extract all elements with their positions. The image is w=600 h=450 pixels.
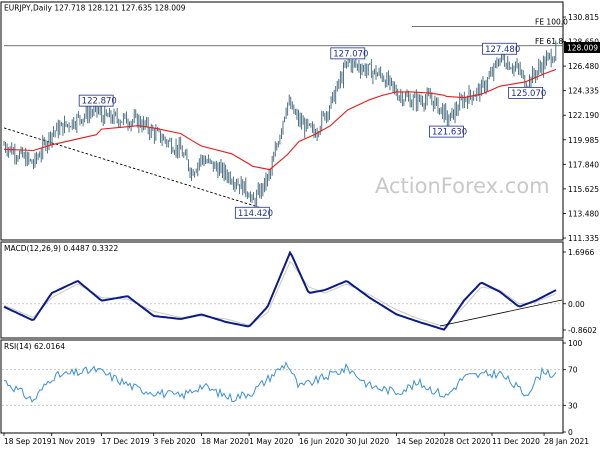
price-y-tick-label: 119.985 [568,136,599,145]
watermark: ActionForex.com [375,174,550,198]
price-annotation-label: 125.070 [511,89,546,99]
rsi-y-tick-label: 100 [568,339,583,348]
price-y-tick-label: 117.840 [568,160,599,169]
macd-trendline [439,299,563,327]
macd-panel-frame [0,241,564,339]
macd-signal-line [3,260,557,328]
price-panel-frame [0,1,564,241]
price-annotations: 122.870 114.420 127.070 121.630 127.480 125.0… [78,42,546,219]
last-price-box [564,42,600,53]
rsi-panel: 100 70 30 0 RSI(14) 62.0164 [0,339,583,437]
price-annotation-box [482,42,518,55]
x-tick-label: 14 Sep 2020 [397,437,445,446]
rsi-y-axis: 100 70 30 0 [563,339,583,437]
price-panel: ActionForex.com FE 100.0FE 61.8 122.8701… [0,1,600,243]
x-tick-label: 18 Mar 2020 [201,437,249,446]
last-price-label: 128.009 [567,44,598,53]
price-annotation-box [234,206,270,219]
price-annotation-box [508,86,544,99]
price-annotation-box [429,125,464,138]
price-annotation-box [78,94,114,107]
fe-levels: FE 100.0 FE 61.8 [4,18,568,47]
macd-y-tick-label: 1.6966 [568,248,594,257]
price-annotation-label: 122.870 [82,97,117,107]
moving-average-line [3,68,557,171]
x-tick-label: 17 Dec 2019 [102,437,150,446]
price-y-tick-label: 124.335 [568,87,599,96]
x-tick-label: 28 Jan 2021 [544,437,589,446]
macd-panel: 1.6966 0.00 -0.8602 MACD(12,26,9) 0.4487 0… [0,241,597,339]
x-tick-label: 3 Feb 2020 [154,437,196,446]
rsi-y-tick-label: 0 [568,428,573,437]
x-tick-label: 30 Jul 2020 [347,437,390,446]
price-annotation-label: 127.480 [485,45,520,55]
fe-level-label: FE 100.0 [535,18,568,27]
price-y-tick-label: 126.480 [568,62,599,71]
price-y-tick-label: 111.335 [568,234,599,243]
x-axis: 18 Sep 2019 1 Nov 2019 17 Dec 2019 3 Feb 20… [3,433,589,446]
rsi-line [3,361,557,403]
x-tick-label: 11 Dec 2020 [492,437,540,446]
macd-y-tick-label: -0.8602 [568,326,597,335]
x-tick-label: 16 Jun 2020 [299,437,344,446]
rsi-y-tick-label: 70 [568,366,578,375]
macd-y-axis: 1.6966 0.00 -0.8602 [563,248,597,335]
price-header: EURJPY,Daily 127.718 128.121 127.635 128… [4,4,186,13]
price-y-tick-label: 115.625 [568,185,599,194]
price-annotation-label: 127.070 [333,49,368,59]
x-tick-label: 28 Oct 2020 [444,437,491,446]
price-y-tick-label: 113.480 [568,209,599,218]
price-annotation-label: 114.420 [238,209,273,219]
x-tick-label: 1 May 2020 [249,437,293,446]
price-bars [3,40,557,210]
macd-header: MACD(12,26,9) 0.4487 0.3322 [4,244,118,253]
rsi-y-tick-label: 30 [568,401,578,410]
price-annotation-label: 121.630 [432,128,467,138]
rsi-panel-frame [0,339,564,434]
price-y-tick-label: 122.190 [568,111,599,120]
macd-y-tick-label: 0.00 [568,300,585,309]
fe-level-label: FE 61.8 [535,37,563,46]
rsi-header: RSI(14) 62.0164 [4,342,65,351]
x-tick-label: 18 Sep 2019 [4,437,52,446]
macd-line [3,250,557,331]
price-y-axis: 130.815128.650126.480124.335122.190119.9… [563,13,599,243]
price-annotation-box [330,47,366,60]
price-y-tick-label: 130.815 [568,13,599,22]
x-tick-label: 1 Nov 2019 [52,437,95,446]
